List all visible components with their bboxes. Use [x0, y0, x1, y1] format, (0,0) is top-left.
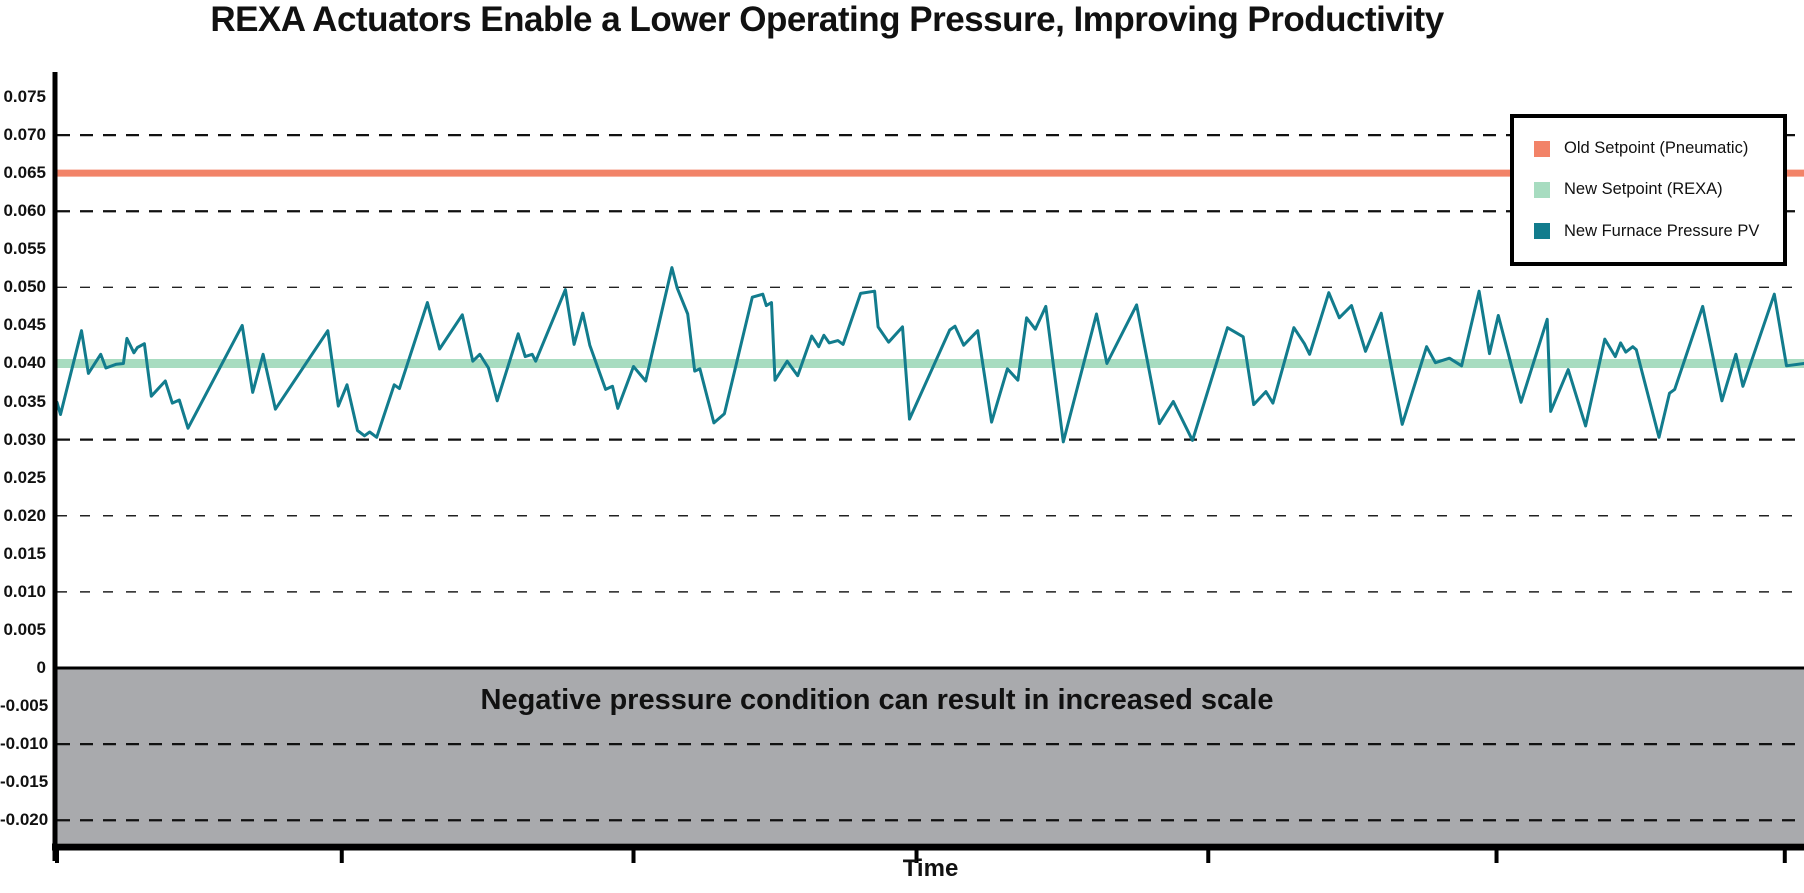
furnace-pressure-pv-line	[55, 266, 1804, 444]
y-tick-label: 0.060	[3, 201, 46, 221]
y-tick-label: 0.005	[3, 619, 46, 639]
y-tick-label: -0.010	[0, 734, 49, 754]
legend-item-new-setpoint: New Setpoint (REXA)	[1534, 180, 1783, 199]
y-tick-label: 0.020	[3, 505, 46, 525]
y-tick-label: 0.045	[3, 315, 46, 335]
legend-item-old-setpoint: Old Setpoint (Pneumatic)	[1534, 139, 1783, 158]
y-tick-label: 0.050	[3, 277, 46, 297]
y-tick-label: -0.015	[0, 772, 49, 792]
y-tick-label: -0.020	[0, 810, 49, 830]
y-tick-label: 0.065	[3, 163, 46, 183]
legend: Old Setpoint (Pneumatic) New Setpoint (R…	[1510, 114, 1787, 266]
y-tick-label: 0	[36, 658, 46, 677]
negative-region-label: Negative pressure condition can result i…	[480, 684, 1274, 716]
legend-label: New Furnace Pressure PV	[1564, 221, 1760, 240]
legend-item-furnace-pv: New Furnace Pressure PV	[1534, 222, 1783, 241]
y-tick-label: 0.075	[3, 87, 46, 107]
y-tick-label: 0.055	[3, 239, 46, 259]
new-setpoint-swatch-icon	[1534, 181, 1550, 198]
legend-label: New Setpoint (REXA)	[1564, 180, 1723, 199]
furnace-pv-swatch-icon	[1534, 223, 1550, 240]
chart-title: REXA Actuators Enable a Lower Operating …	[210, 0, 1444, 39]
old-setpoint-swatch-icon	[1534, 140, 1550, 157]
y-tick-label: 0.015	[3, 543, 46, 563]
y-tick-label: 0.070	[3, 125, 46, 145]
y-tick-label: -0.005	[0, 696, 49, 716]
y-tick-label: 0.035	[3, 391, 46, 411]
negative-pressure-region	[57, 668, 1804, 844]
y-tick-label: 0.010	[3, 581, 46, 601]
x-axis-title: Time	[902, 855, 959, 882]
y-tick-label: 0.030	[3, 429, 46, 449]
y-tick-label: 0.025	[3, 467, 46, 487]
y-tick-label: 0.040	[3, 353, 46, 373]
legend-label: Old Setpoint (Pneumatic)	[1564, 139, 1749, 158]
